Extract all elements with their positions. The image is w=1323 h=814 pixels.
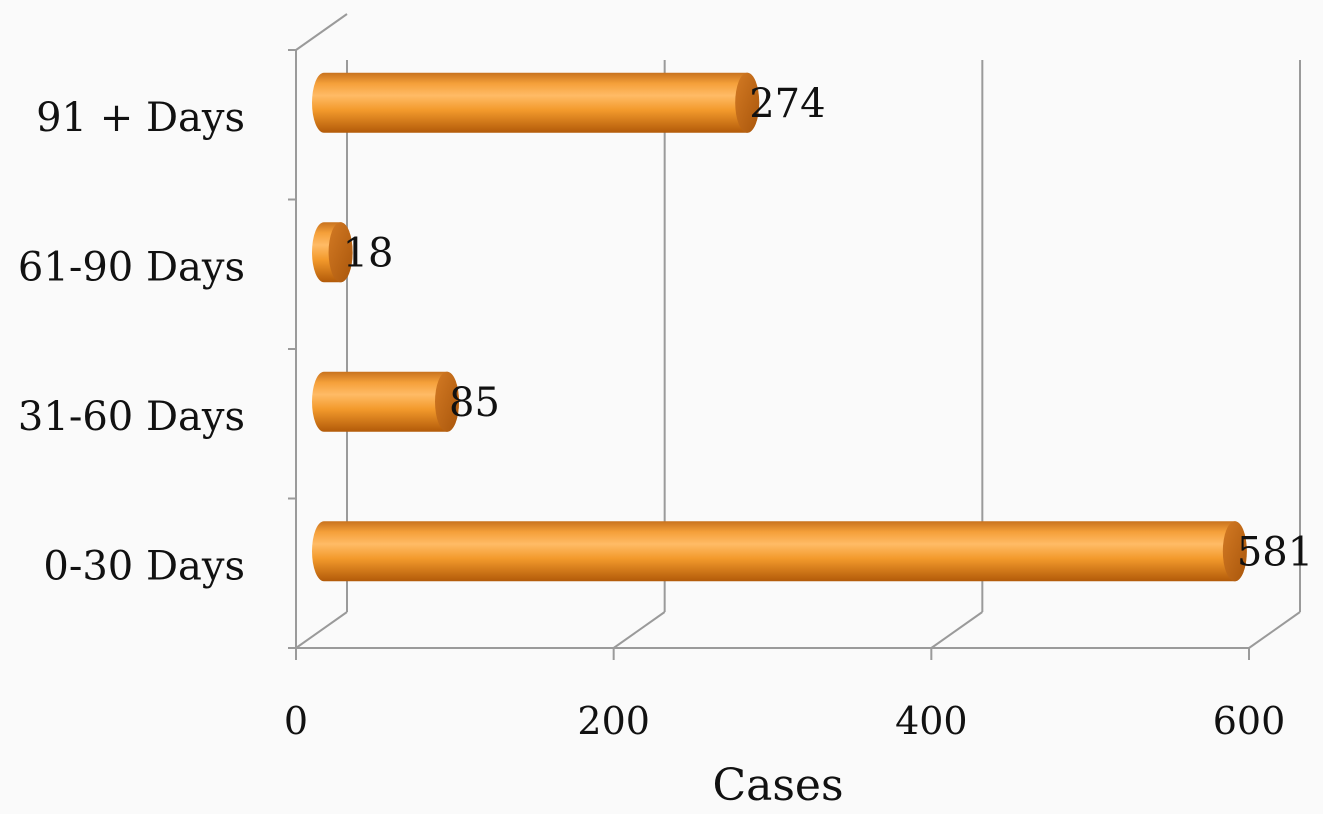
bar (312, 72, 760, 133)
floor-grid-line (295, 611, 348, 649)
bar-end-cap (735, 72, 760, 133)
data-label: 18 (343, 230, 394, 276)
floor-grid-line (930, 611, 983, 649)
labels-layer: 0 200 400 600 581 0-30 Days 85 31-60 Days 18 61-9… (18, 81, 1313, 743)
bar (312, 521, 1247, 582)
y-category-label: 0-30 Days (43, 543, 245, 589)
y-axis-top-edge (295, 13, 348, 51)
x-tick-label: 600 (1213, 699, 1286, 743)
bar-group (312, 371, 460, 432)
bar-end-cap (435, 371, 460, 432)
data-label: 581 (1237, 529, 1313, 575)
y-category-label: 91 + Days (36, 95, 245, 141)
bars-layer (312, 72, 1247, 582)
floor-grid-line (1248, 611, 1301, 649)
grid-layer (288, 13, 1301, 660)
x-tick-label: 200 (577, 699, 650, 743)
bar-end-cap (328, 222, 353, 283)
bar-group (312, 521, 1247, 582)
y-category-label: 61-90 Days (18, 244, 245, 290)
y-category-label: 31-60 Days (18, 394, 245, 440)
floor-grid-line (613, 611, 666, 649)
bar-group (312, 222, 353, 283)
data-label: 85 (449, 380, 500, 426)
bar (312, 371, 460, 432)
bar-end-cap (1222, 521, 1247, 582)
x-tick-label: 0 (284, 699, 308, 743)
bar-group (312, 72, 760, 133)
data-label: 274 (749, 81, 825, 127)
x-tick-label: 400 (895, 699, 968, 743)
x-axis-title: Cases (712, 760, 843, 809)
